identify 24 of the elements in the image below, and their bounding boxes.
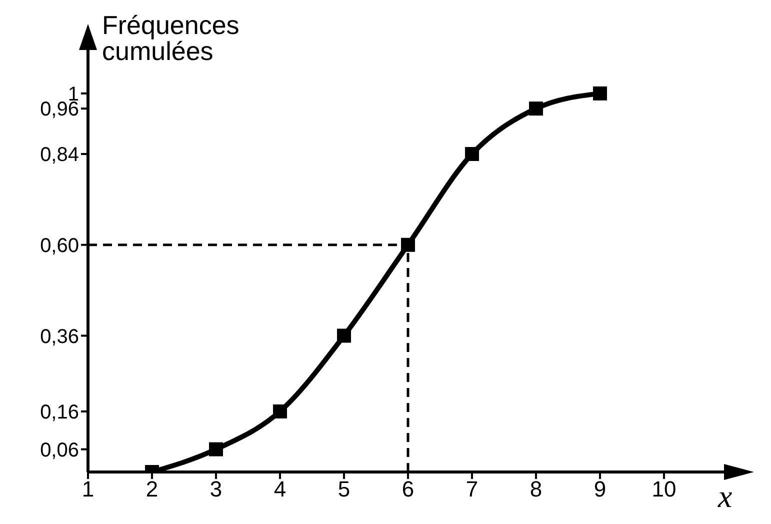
x-tick-label: 4 bbox=[274, 476, 286, 502]
point bbox=[465, 147, 479, 161]
x-axis-title: x bbox=[718, 478, 732, 515]
x-tick-label: 10 bbox=[652, 476, 676, 502]
x-tick-label: 9 bbox=[594, 476, 606, 502]
x-tick-label: 3 bbox=[210, 476, 222, 502]
y-tick-label: 0,36 bbox=[40, 326, 79, 348]
point bbox=[529, 102, 543, 116]
x-tick-label: 7 bbox=[466, 476, 478, 502]
y-axis-title: Fréquences cumulées bbox=[102, 10, 240, 66]
x-tick-label: 1 bbox=[82, 476, 94, 502]
x-tick-label: 2 bbox=[146, 476, 158, 502]
y-tick-label: 0,84 bbox=[40, 144, 79, 166]
x-tick-label: 5 bbox=[338, 476, 350, 502]
point bbox=[593, 86, 607, 100]
point bbox=[337, 328, 351, 343]
point bbox=[209, 442, 223, 456]
x-tick-label: 8 bbox=[530, 476, 542, 502]
point bbox=[401, 238, 415, 252]
y-tick-label: 0,16 bbox=[40, 402, 79, 424]
x-tick-label: 6 bbox=[402, 476, 414, 502]
y-tick-label: 0,60 bbox=[40, 234, 79, 257]
point bbox=[273, 404, 287, 418]
y-tick-label: 0,06 bbox=[40, 439, 79, 462]
